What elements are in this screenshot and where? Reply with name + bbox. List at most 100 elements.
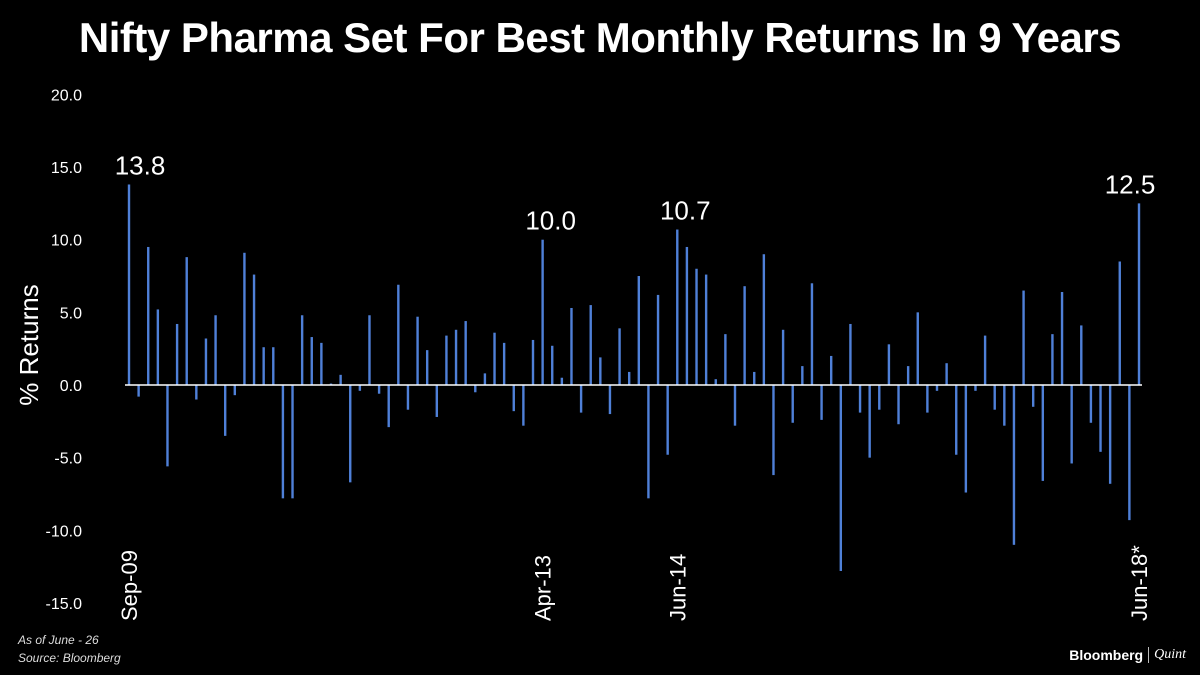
- bar-oct-13: [599, 357, 602, 385]
- bar-apr-13: [541, 239, 544, 385]
- y-tick-label: 10.0: [51, 233, 82, 250]
- bar-sep-14: [704, 274, 708, 385]
- bar-aug-12: [464, 321, 467, 385]
- bar-mar-13: [531, 339, 535, 385]
- y-tick-label: -5.0: [54, 451, 82, 468]
- bar-jan-13: [512, 385, 515, 412]
- data-label: 12.5: [1105, 169, 1156, 199]
- bar-jun-15: [791, 385, 794, 423]
- bar-feb-10: [175, 323, 179, 385]
- bar-jan-17: [974, 385, 977, 391]
- as-of-note: As of June - 26: [18, 633, 99, 647]
- bar-jan-14: [627, 371, 631, 385]
- bar-feb-18: [1099, 385, 1102, 452]
- bar-mar-17: [993, 385, 996, 410]
- bar-apr-15: [772, 385, 775, 476]
- bar-sep-12: [474, 385, 477, 393]
- bar-oct-14: [714, 379, 717, 385]
- bar-dec-14: [733, 385, 737, 426]
- data-label: 10.0: [525, 206, 576, 236]
- data-label: 13.8: [115, 150, 166, 180]
- bar-nov-13: [608, 385, 612, 415]
- bar-nov-17: [1070, 385, 1073, 464]
- bar-mar-12: [416, 316, 419, 385]
- bar-dec-09: [156, 309, 160, 385]
- bar-apr-12: [425, 350, 429, 385]
- bar-jul-10: [223, 385, 227, 436]
- bar-jan-10: [166, 385, 169, 467]
- bar-oct-09: [137, 385, 140, 397]
- bar-sep-09: [127, 184, 131, 385]
- bar-may-16: [897, 385, 900, 425]
- bar-sep-13: [589, 305, 592, 385]
- bar-mar-18: [1108, 385, 1112, 484]
- bar-jun-10: [214, 315, 217, 385]
- bar-feb-14: [637, 276, 641, 385]
- bar-aug-14: [695, 268, 698, 385]
- logo-sub: Quint: [1154, 647, 1186, 662]
- bar-may-15: [781, 329, 785, 385]
- bar-apr-14: [656, 294, 660, 385]
- bar-dec-16: [964, 385, 968, 493]
- source-note: Source: Bloomberg: [18, 651, 121, 665]
- bar-oct-15: [829, 355, 833, 385]
- bar-nov-10: [262, 347, 265, 385]
- bar-sep-11: [358, 385, 362, 391]
- bar-nov-16: [955, 385, 958, 455]
- bar-oct-16: [945, 363, 948, 385]
- bar-mar-15: [762, 254, 766, 385]
- bar-may-18: [1128, 385, 1131, 521]
- bar-jun-13: [560, 377, 564, 385]
- data-label: 10.7: [660, 196, 711, 226]
- bar-jul-14: [685, 246, 689, 385]
- bar-nov-15: [839, 385, 843, 571]
- bar-aug-11: [349, 385, 352, 483]
- bar-aug-13: [579, 385, 583, 413]
- bar-oct-11: [368, 315, 371, 385]
- bar-may-12: [435, 385, 439, 417]
- bar-sep-16: [935, 385, 939, 391]
- bar-jul-12: [454, 329, 458, 385]
- y-tick-label: -15.0: [46, 596, 83, 613]
- bar-may-11: [320, 342, 323, 385]
- x-tick-label: Apr-13: [531, 555, 556, 621]
- bar-feb-11: [291, 385, 294, 499]
- bar-jul-16: [916, 312, 919, 385]
- bar-sep-10: [243, 252, 246, 385]
- bar-may-14: [666, 385, 669, 455]
- y-tick-label: 5.0: [60, 305, 82, 322]
- bar-mar-10: [185, 257, 188, 385]
- bar-jun-16: [906, 366, 910, 385]
- bar-jan-12: [397, 284, 400, 385]
- bar-jul-13: [570, 307, 573, 385]
- bar-dec-12: [502, 342, 506, 385]
- bar-dec-13: [618, 328, 621, 385]
- bar-sep-15: [820, 385, 823, 420]
- bar-jun-17: [1022, 290, 1025, 385]
- bar-apr-10: [195, 385, 198, 400]
- bar-feb-12: [406, 385, 410, 410]
- y-tick-label: -10.0: [46, 523, 83, 540]
- bar-oct-12: [483, 373, 487, 385]
- y-tick-label: 0.0: [60, 378, 82, 395]
- logo-brand: Bloomberg: [1069, 647, 1144, 663]
- bar-jul-15: [801, 366, 804, 385]
- bar-oct-17: [1060, 292, 1064, 385]
- bar-may-17: [1012, 385, 1016, 545]
- chart-title: Nifty Pharma Set For Best Monthly Return…: [78, 14, 1122, 61]
- logo-divider: [1148, 647, 1150, 663]
- bar-dec-10: [272, 347, 275, 385]
- bar-nov-09: [147, 246, 150, 385]
- bar-jan-15: [743, 286, 746, 385]
- bar-nov-12: [493, 332, 496, 385]
- bar-dec-11: [387, 385, 390, 428]
- y-tick-label: 20.0: [51, 87, 82, 104]
- bar-apr-18: [1118, 261, 1121, 385]
- bar-may-10: [204, 338, 208, 385]
- bar-may-13: [551, 345, 554, 385]
- bar-nov-11: [377, 385, 381, 394]
- bar-apr-16: [887, 344, 891, 385]
- bar-feb-13: [522, 385, 525, 426]
- y-axis-label: % Returns: [14, 284, 44, 405]
